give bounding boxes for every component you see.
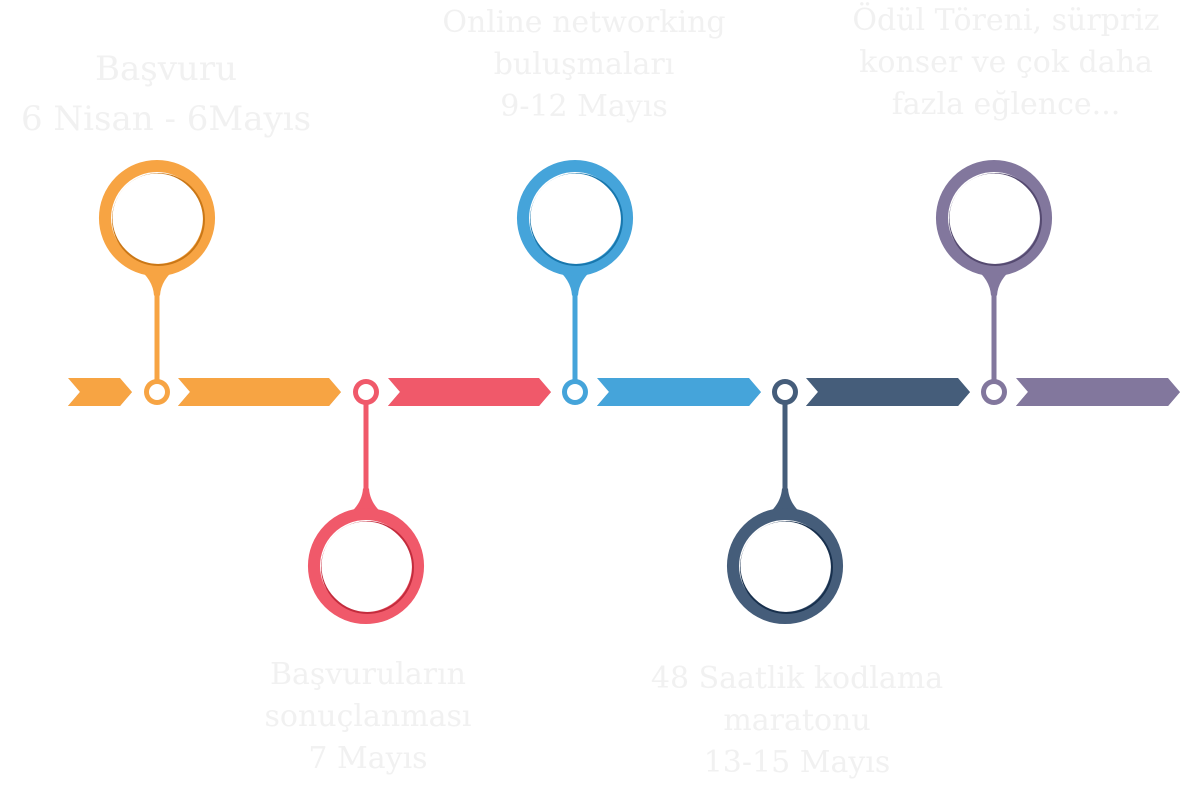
milestone-4-line-1: 48 Saatlik kodlama: [650, 661, 944, 696]
milestone-1-line-1: Başvuru: [95, 49, 237, 89]
milestone-2-line-3: 7 Mayıs: [308, 741, 428, 776]
timeline-arrow-3: [388, 378, 551, 406]
milestone-label-3: Online networking buluşmaları 9-12 Mayıs: [404, 2, 764, 128]
milestone-3-line-2: buluşmaları: [493, 47, 675, 82]
milestone-3-ring-center: [530, 173, 620, 263]
milestone-5-line-2: konser ve çok daha: [859, 45, 1153, 80]
milestone-1-node-center: [149, 384, 165, 400]
milestone-2-ring: [307, 507, 425, 625]
milestone-1-line-2: 6 Nisan - 6Mayıs: [20, 99, 312, 139]
milestone-3-line-3: 9-12 Mayıs: [500, 89, 668, 124]
milestone-label-1: Başvuru 6 Nisan - 6Mayıs: [0, 44, 332, 144]
milestone-2-node-center: [358, 384, 374, 400]
milestone-5-node-center: [986, 384, 1002, 400]
milestone-5-line-3: fazla eğlence...: [891, 87, 1121, 122]
milestone-4-line-3: 13-15 Mayıs: [703, 745, 891, 780]
milestone-4-line-2: maratonu: [723, 703, 871, 738]
timeline-arrow-5: [806, 378, 970, 406]
milestone-label-2: Başvuruların sonuçlanması 7 Mayıs: [218, 654, 518, 780]
milestone-2-ring-center: [321, 521, 411, 611]
milestone-5-line-1: Ödül Töreni, sürpriz: [852, 3, 1160, 38]
timeline-arrow-1: [68, 378, 132, 406]
milestone-2-line-2: sonuçlanması: [264, 699, 472, 734]
milestone-3-node-center: [567, 384, 583, 400]
milestone-1-ring: [98, 159, 216, 277]
milestone-5-ring-center: [949, 173, 1039, 263]
milestone-4-ring-center: [740, 521, 830, 611]
milestone-2-line-1: Başvuruların: [270, 657, 466, 692]
milestone-label-4: 48 Saatlik kodlama maratonu 13-15 Mayıs: [617, 658, 977, 784]
milestone-4-ring: [726, 507, 844, 625]
timeline-arrow-2: [178, 378, 341, 406]
milestone-5-ring: [935, 159, 1053, 277]
milestone-3-line-1: Online networking: [442, 5, 726, 40]
milestone-3-ring: [516, 159, 634, 277]
milestone-label-5: Ödül Töreni, sürpriz konser ve çok daha …: [826, 0, 1186, 126]
timeline-arrow-4: [597, 378, 761, 406]
milestone-4-node-center: [777, 384, 793, 400]
milestone-1-ring-center: [112, 173, 202, 263]
timeline-arrow-6: [1016, 378, 1180, 406]
